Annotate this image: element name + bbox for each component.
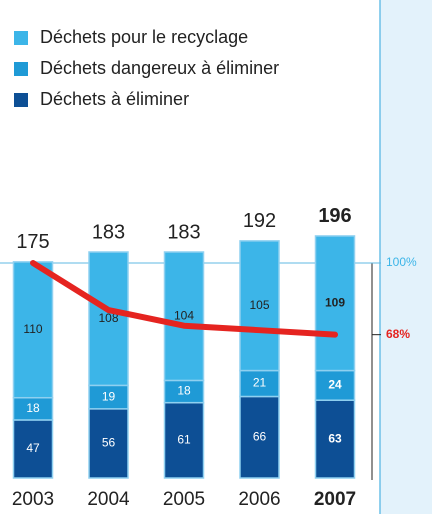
total-label: 183 (167, 221, 200, 243)
bar-value-label: 105 (249, 298, 269, 312)
y2-tick-label: 100% (386, 255, 417, 269)
bar-value-label: 56 (102, 436, 116, 450)
bar-value-label: 19 (102, 389, 116, 403)
bar-value-label: 21 (253, 376, 267, 390)
bar-segment (239, 395, 280, 479)
legend-label: Déchets pour le recyclage (40, 27, 248, 47)
bar-value-label: 109 (325, 295, 345, 309)
bar-segment (239, 369, 280, 398)
bar-segment (163, 251, 205, 382)
legend-swatch (14, 31, 28, 45)
legend-label: Déchets à éliminer (40, 89, 189, 109)
x-tick-label: 2007 (314, 489, 356, 510)
bar-value-label: 63 (328, 431, 342, 445)
legend-swatch (14, 62, 28, 76)
total-label: 175 (16, 231, 49, 253)
bar-value-label: 47 (26, 441, 40, 455)
bar-segment (314, 399, 356, 479)
y2-tick-label: 68% (386, 327, 410, 341)
bar-segment (88, 408, 129, 479)
bar-segment (12, 419, 54, 479)
bar-value-label: 61 (177, 433, 191, 447)
side-panel (380, 0, 432, 514)
x-tick-label: 2006 (238, 489, 280, 510)
line-series (30, 260, 338, 338)
x-tick-label: 2005 (163, 489, 205, 510)
x-tick-label: 2003 (12, 489, 54, 510)
legend-swatch (14, 93, 28, 107)
x-tick-label: 2004 (87, 489, 130, 510)
total-label: 192 (243, 210, 276, 232)
bar-value-label: 24 (328, 378, 342, 392)
total-label: 196 (318, 205, 351, 227)
bar-value-label: 18 (177, 384, 191, 398)
bar-segment (163, 401, 205, 479)
legend-label: Déchets dangereux à éliminer (40, 58, 279, 78)
bar-segment (88, 251, 129, 387)
bar-segment (314, 235, 356, 372)
bar-value-label: 110 (23, 322, 42, 336)
bar-value-label: 104 (174, 308, 194, 322)
total-label: 183 (92, 221, 125, 243)
bar-value-label: 108 (98, 311, 118, 325)
bar-value-label: 18 (26, 401, 40, 415)
bar-value-label: 66 (253, 429, 267, 443)
bar-segment (239, 240, 280, 372)
